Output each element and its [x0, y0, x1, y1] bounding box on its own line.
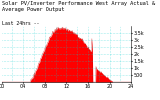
Text: Last 24hrs --: Last 24hrs -- — [2, 21, 39, 26]
Text: Solar PV/Inverter Performance West Array Actual & Average Power Output: Solar PV/Inverter Performance West Array… — [2, 1, 155, 12]
